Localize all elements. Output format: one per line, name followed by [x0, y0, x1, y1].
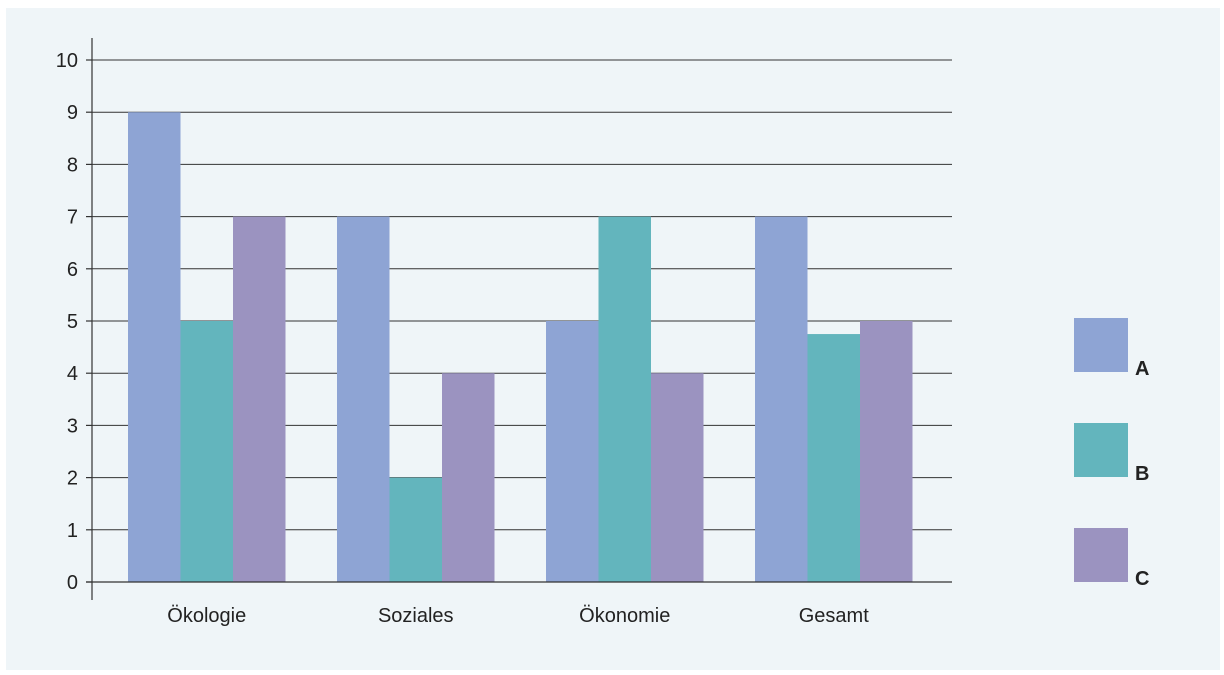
- y-tick-label: 5: [67, 311, 78, 333]
- y-tick-label: 8: [67, 154, 78, 176]
- y-tick-label: 2: [67, 468, 78, 490]
- legend-swatch-c: [1074, 528, 1128, 582]
- y-tick-label: 1: [67, 520, 78, 542]
- bar-b: [180, 321, 233, 582]
- y-tick-label: 0: [67, 572, 78, 594]
- bar-c: [442, 373, 495, 582]
- bar-b: [389, 477, 442, 582]
- bar-b: [807, 334, 860, 582]
- bar-a: [337, 216, 390, 582]
- x-category-label: Ökologie: [167, 605, 246, 627]
- bar-c: [651, 373, 704, 582]
- bar-a: [128, 112, 181, 582]
- bar-a: [546, 321, 599, 582]
- bar-c: [860, 321, 913, 582]
- y-tick-label: 4: [67, 363, 78, 385]
- bar-a: [755, 216, 808, 582]
- y-tick-label: 7: [67, 207, 78, 229]
- y-tick-label: 9: [67, 102, 78, 124]
- legend-label-a: A: [1135, 358, 1149, 380]
- x-category-label: Ökonomie: [579, 605, 670, 627]
- y-tick-label: 10: [56, 50, 78, 72]
- x-category-label: Soziales: [378, 605, 454, 627]
- y-tick-label: 3: [67, 415, 78, 437]
- bar-c: [233, 216, 286, 582]
- legend-label-c: C: [1135, 568, 1149, 590]
- legend-swatch-a: [1074, 318, 1128, 372]
- y-tick-label: 6: [67, 259, 78, 281]
- legend-label-b: B: [1135, 463, 1149, 485]
- legend-swatch-b: [1074, 423, 1128, 477]
- x-category-label: Gesamt: [799, 605, 869, 627]
- bar-b: [598, 216, 651, 582]
